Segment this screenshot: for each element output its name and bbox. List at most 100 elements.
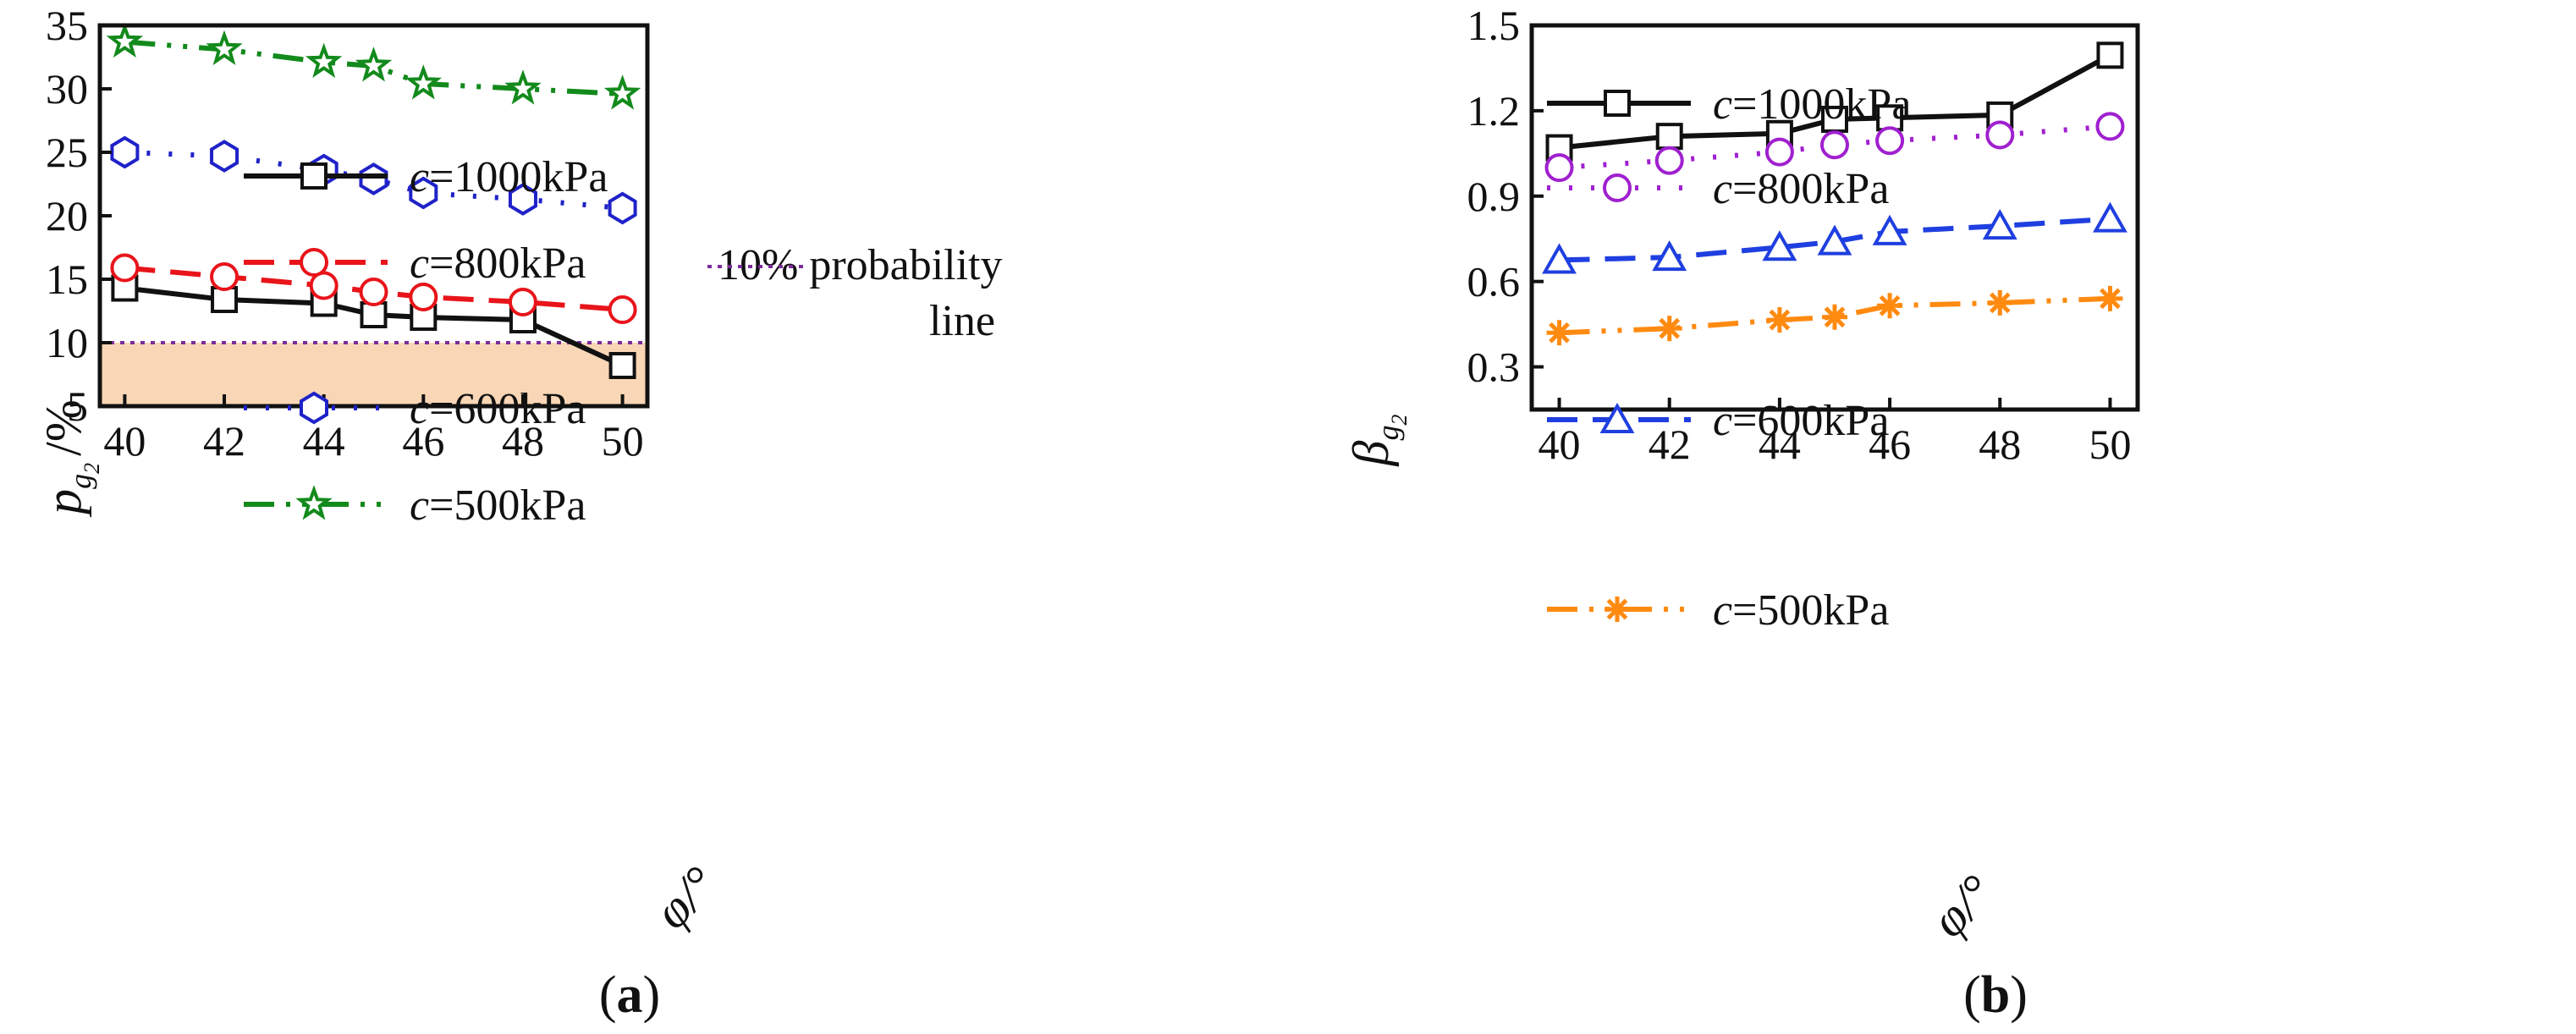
x-tick-label: 50: [2089, 421, 2131, 468]
data-point: [603, 74, 641, 110]
x-tick-label: 48: [1979, 421, 2021, 468]
legend-marker-asterisk: [1604, 597, 1630, 622]
data-point: [210, 262, 239, 291]
data-point: [608, 191, 637, 225]
data-point: [608, 295, 637, 324]
data-point: [1820, 130, 1849, 160]
legend-entry-c800: c=800kPa: [244, 239, 586, 288]
data-point: [211, 286, 239, 313]
data-point: [608, 352, 636, 379]
data-point: [1875, 126, 1905, 156]
legend-entry-c500: c=500kPa: [244, 481, 586, 530]
legend-entry-c600: c=600kPa: [1547, 397, 1889, 445]
legend-entry-c500: c=500kPa: [1547, 586, 1889, 635]
x-axis-label: φ/°: [643, 855, 727, 939]
axis-ticks: 40 42 44 46 48 50 5 10 15 20 25 30 35: [46, 2, 644, 465]
data-point: [1872, 214, 1907, 245]
data-point: [410, 304, 438, 331]
x-tick-label: 42: [1649, 421, 1691, 468]
data-point: [508, 183, 537, 216]
y-tick-label: 35: [46, 2, 88, 49]
legend-entry-c1000: c=1000kPa: [1547, 80, 1911, 129]
threshold-label: 10% probability: [718, 241, 1003, 289]
series-c-800kpa: [1544, 112, 2125, 183]
data-point: [1764, 137, 1794, 167]
y-tick-label: 1.5: [1467, 2, 1521, 49]
x-tick-label: 46: [1869, 421, 1911, 468]
legend-marker-square: [300, 162, 328, 190]
x-tick-label: 42: [203, 417, 245, 465]
x-tick-label: 40: [1538, 421, 1581, 468]
data-point: [359, 162, 388, 195]
data-point: [106, 22, 144, 58]
svg-text:c=1000kPa: c=1000kPa: [410, 153, 608, 201]
x-tick-label: 44: [1759, 421, 1801, 468]
svg-text:c=600kPa: c=600kPa: [1713, 397, 1889, 445]
svg-text:c=500kPa: c=500kPa: [410, 481, 586, 530]
y-tick-label: 0.9: [1467, 173, 1521, 220]
legend-marker-triangle: [1599, 402, 1635, 433]
legend-entry-c1000: c=1000kPa: [244, 153, 608, 201]
x-tick-label: 40: [103, 417, 146, 465]
svg-text:c=800kPa: c=800kPa: [410, 239, 586, 288]
data-point: [110, 135, 140, 169]
series-c-500kpa: [106, 22, 641, 110]
plot-frame: [1529, 23, 2140, 412]
data-point: [210, 140, 239, 173]
data-point: [1766, 307, 1792, 333]
data-point: [355, 47, 393, 82]
x-tick-label: 50: [602, 417, 644, 465]
y-tick-label: 1.2: [1467, 87, 1521, 135]
series-group: [1542, 41, 2127, 346]
data-point: [1544, 153, 1574, 183]
x-axis-label: φ/°: [1920, 864, 2004, 948]
data-point: [359, 278, 388, 306]
legend: c=1000kPa c=800kPa c=600kPa c=500kPa: [244, 153, 608, 530]
series-c-600kpa: [110, 135, 637, 225]
threshold-label-line2: line: [929, 297, 995, 345]
y-tick-label: 30: [46, 65, 88, 113]
x-tick-label: 48: [502, 417, 544, 465]
data-point: [2097, 285, 2123, 311]
legend-marker-hexagon: [300, 391, 328, 425]
caption-b: (b): [1963, 966, 2028, 1024]
data-point: [360, 301, 388, 328]
panel-b: 40 42 44 46 48 50 0.3 0.6 0.9 1.2 1.5 c=1000kPa c=…: [1343, 2, 2140, 1024]
data-point: [1762, 230, 1797, 261]
data-point: [409, 176, 438, 210]
data-point: [1546, 320, 1572, 346]
threshold-label-line1: 10% probability: [718, 241, 1003, 289]
legend-marker-square: [1604, 90, 1631, 117]
y-tick-label: 0.6: [1467, 258, 1521, 305]
y-tick-label: 0.3: [1467, 344, 1521, 391]
y-axis-label: βg2: [1343, 415, 1412, 467]
data-point: [508, 288, 537, 316]
data-point: [305, 42, 343, 79]
data-point: [2093, 201, 2127, 233]
legend-marker-circle: [300, 248, 328, 277]
legend-marker-star: [295, 485, 333, 520]
series-group: [106, 22, 641, 379]
data-point: [2095, 112, 2125, 141]
x-tick-label: 46: [402, 417, 444, 465]
legend-entry-c800: c=800kPa: [1547, 165, 1889, 213]
below-threshold-region: [100, 343, 647, 406]
x-tick-label: 44: [303, 417, 345, 465]
y-axis-label: pg2/%: [36, 399, 104, 518]
series-c-500kpa: [1546, 285, 2123, 346]
data-point: [206, 30, 243, 66]
axis-ticks: 40 42 44 46 48 50 0.3 0.6 0.9 1.2 1.5: [1467, 2, 2132, 468]
data-point: [405, 64, 443, 100]
data-point: [2096, 41, 2124, 69]
data-point: [1817, 224, 1852, 256]
y-tick-label: 15: [46, 256, 88, 303]
data-point: [1982, 209, 2017, 240]
data-point: [1987, 289, 2013, 316]
data-point: [1654, 146, 1684, 175]
series-c-800kpa: [110, 253, 637, 324]
y-tick-label: 25: [46, 129, 88, 176]
data-point: [409, 283, 438, 311]
data-point: [309, 271, 339, 300]
data-point: [1822, 304, 1847, 330]
svg-text:c=1000kPa: c=1000kPa: [1713, 80, 1911, 129]
